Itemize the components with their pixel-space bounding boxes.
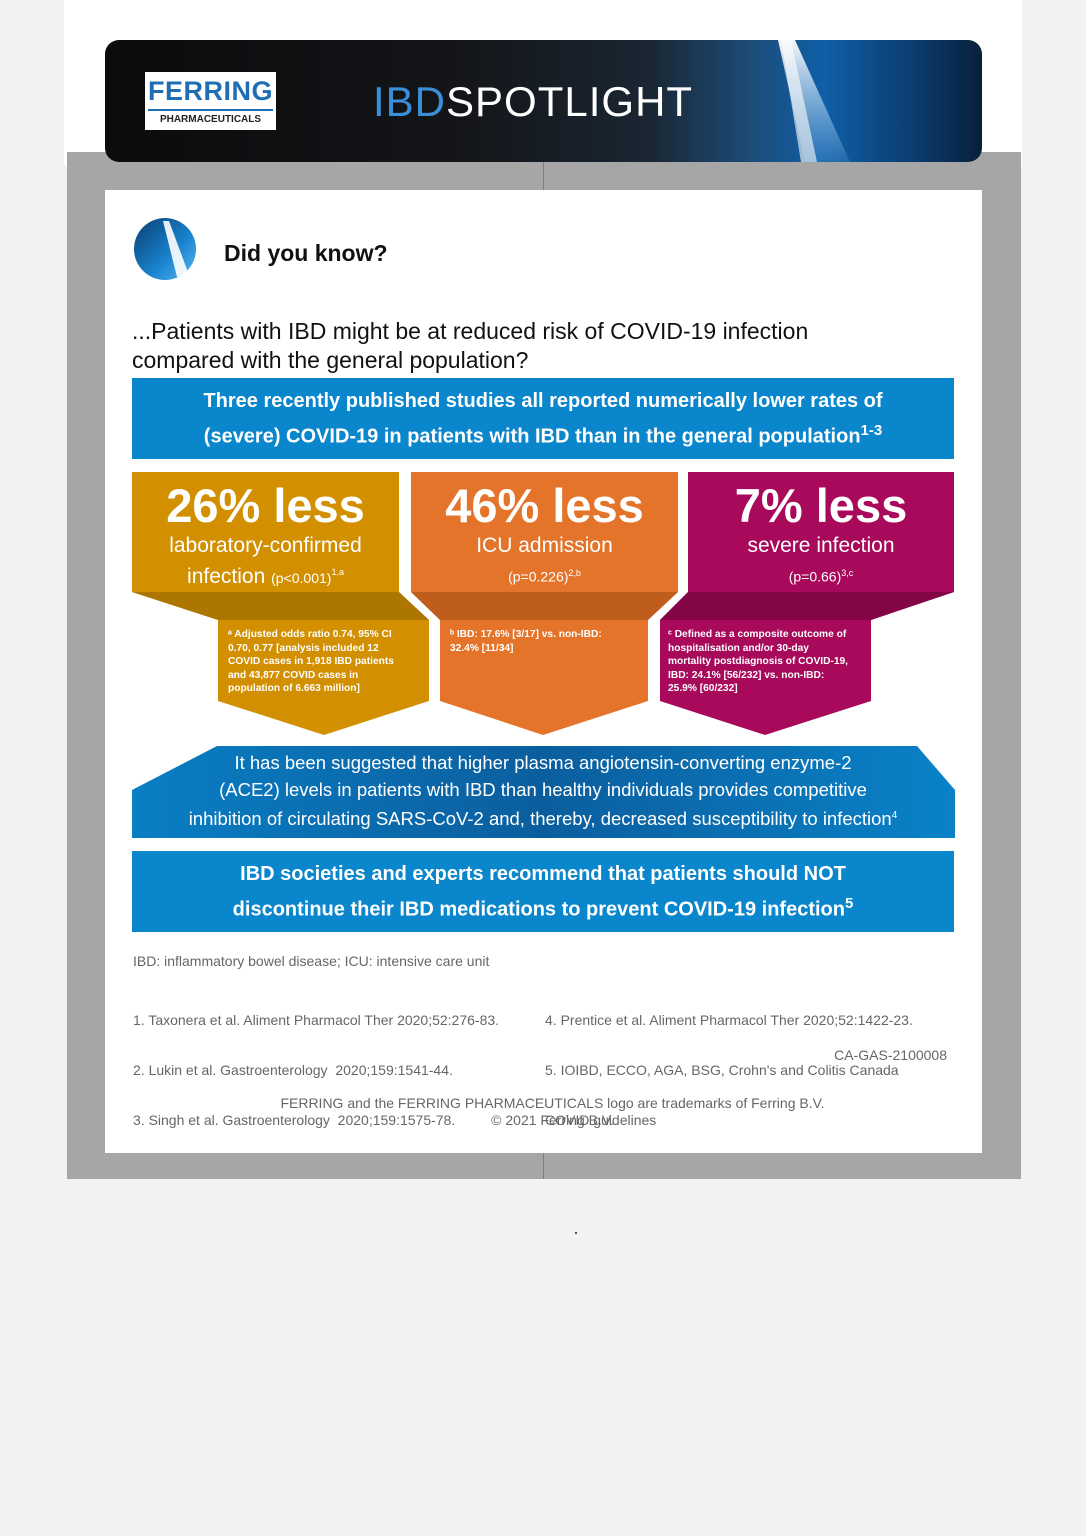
light-beam-graphic <box>778 40 850 162</box>
stat-p-value: (p=0.226)2,b <box>508 568 581 585</box>
summary-line: (severe) COVID-19 in patients with IBD t… <box>203 421 883 448</box>
frame-divider-top <box>543 162 544 190</box>
references-left: 1. Taxonera et al. Aliment Pharmacol The… <box>133 979 499 1162</box>
reference-item: 2. Lukin et al. Gastroenterology 2020;15… <box>133 1061 453 1078</box>
document-code: CA-GAS-2100008 <box>834 1047 947 1063</box>
logo-sub: PHARMACEUTICALS <box>148 109 273 129</box>
recommend-ref: 5 <box>844 894 854 912</box>
stat-desc: severe infection <box>747 534 895 557</box>
stat-value: 26% less <box>166 479 365 532</box>
banner-title: IBDSPOTLIGHT <box>373 78 693 126</box>
stat-desc: ICU admission <box>476 534 613 557</box>
headline-line: ...Patients with IBD might be at reduced… <box>132 318 809 344</box>
recommend-line: IBD societies and experts recommend that… <box>240 862 846 885</box>
stat-desc: laboratory-confirmed <box>169 534 362 557</box>
trademark-notice: FERRING and the FERRING PHARMACEUTICALS … <box>280 1095 825 1128</box>
banner-title-spotlight: SPOTLIGHT <box>446 78 694 125</box>
content-card: Did you know? ...Patients with IBD might… <box>105 190 982 1153</box>
stats-funnel-graphic <box>132 472 955 838</box>
studies-summary-box: Three recently published studies all rep… <box>132 378 954 459</box>
ibd-spotlight-banner: FERRING PHARMACEUTICALS IBDSPOTLIGHT <box>105 40 982 162</box>
frame-divider-bottom <box>543 1153 544 1179</box>
stray-dot <box>575 1232 577 1234</box>
summary-ref: 1-3 <box>860 421 883 439</box>
stat-footnote: ᵃ Adjusted odds ratio 0.74, 95% CI 0.70,… <box>228 629 394 695</box>
spotlight-icon <box>134 218 196 280</box>
stat-p-value: (p=0.66)3,c <box>788 568 854 585</box>
reference-item: 4. Prentice et al. Aliment Pharmacol The… <box>545 1012 913 1029</box>
stat-footnote: ᵇ IBD: 17.6% [3/17] vs. non-IBD: 32.4% [… <box>450 629 602 654</box>
abbreviations: IBD: inflammatory bowel disease; ICU: in… <box>133 953 490 969</box>
banner-title-ibd: IBD <box>373 78 447 125</box>
references-right: 4. Prentice et al. Aliment Pharmacol The… <box>545 979 913 1162</box>
logo-brand: FERRING <box>148 76 273 106</box>
recommendation-box: IBD societies and experts recommend that… <box>132 851 954 932</box>
stat-panel-lab-confirmed <box>132 472 429 735</box>
reference-item: 1. Taxonera et al. Aliment Pharmacol The… <box>133 1012 500 1029</box>
headline-line: compared with the general population? <box>132 347 529 373</box>
reference-item: 5. IOIBD, ECCO, AGA, BSG, Crohn's and Co… <box>545 1061 899 1078</box>
stat-panel-icu <box>411 472 678 735</box>
stat-value: 46% less <box>445 479 644 532</box>
recommend-line: discontinue their IBD medications to pre… <box>232 894 854 921</box>
stat-footnote: ᶜ Defined as a composite outcome of hosp… <box>668 629 849 695</box>
ace2-ref: 4 <box>891 810 898 821</box>
stat-value: 7% less <box>734 479 908 532</box>
stat-panel-severe <box>660 472 954 735</box>
stat-desc: infection (p<0.001)1,a <box>187 565 344 588</box>
did-you-know-title: Did you know? <box>224 240 388 266</box>
headline-question: ...Patients with IBD might be at reduced… <box>132 317 952 375</box>
summary-line: Three recently published studies all rep… <box>203 389 883 412</box>
reference-item: COVID guidelines <box>545 1111 657 1128</box>
ace2-box-shape <box>132 746 955 838</box>
reference-item: 3. Singh et al. Gastroenterology 2020;15… <box>133 1111 456 1128</box>
ferring-logo: FERRING PHARMACEUTICALS <box>145 72 276 130</box>
ace2-text: It has been suggested that higher plasma… <box>188 752 898 830</box>
